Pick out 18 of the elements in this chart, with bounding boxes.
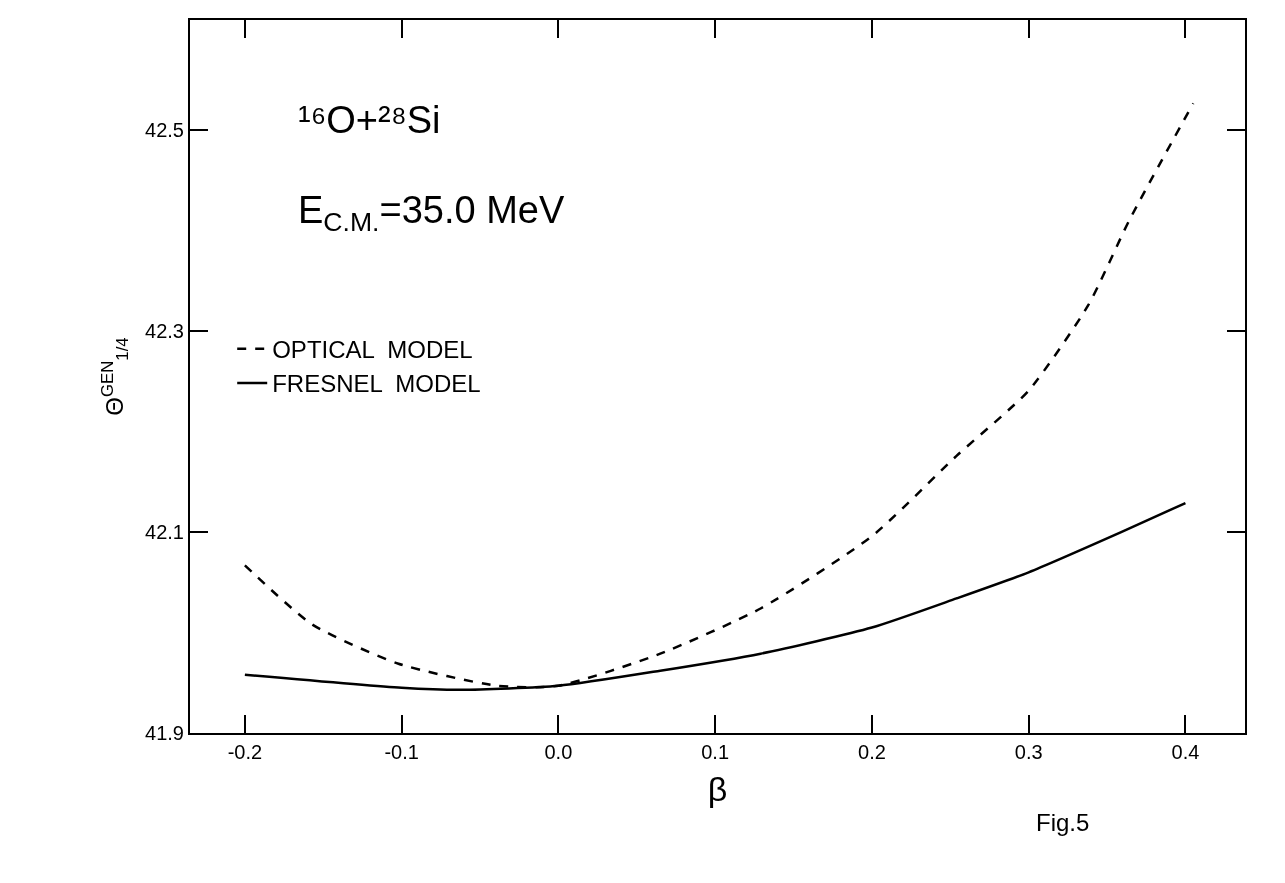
annotation: ¹⁶O+²⁸Si — [298, 99, 441, 141]
annotation: E$_{C.M.}$=35.0 MeV — [298, 189, 565, 237]
x-tick-label: 0.0 — [544, 741, 573, 763]
x-tick-label: 0.2 — [858, 741, 886, 763]
x-tick-label: -0.2 — [227, 741, 263, 763]
x-tick-label: -0.1 — [384, 741, 419, 763]
x-tick-label: 0.3 — [1014, 741, 1043, 763]
x-tick-label: 0.4 — [1171, 741, 1200, 763]
y-tick-label: 42.1 — [145, 521, 184, 544]
y-tick-label: 42.3 — [145, 320, 184, 343]
legend-label: OPTICAL MODEL — [272, 336, 473, 364]
legend-label: FRESNEL MODEL — [272, 370, 481, 398]
line-series — [243, 102, 1195, 689]
x-axis-title: β — [707, 769, 728, 808]
y-tick-label: 42.5 — [145, 119, 184, 142]
y-tick-label: 41.9 — [145, 722, 184, 744]
x-tick-label: 0.1 — [701, 741, 730, 763]
caption: Fig.5 — [1036, 809, 1090, 836]
